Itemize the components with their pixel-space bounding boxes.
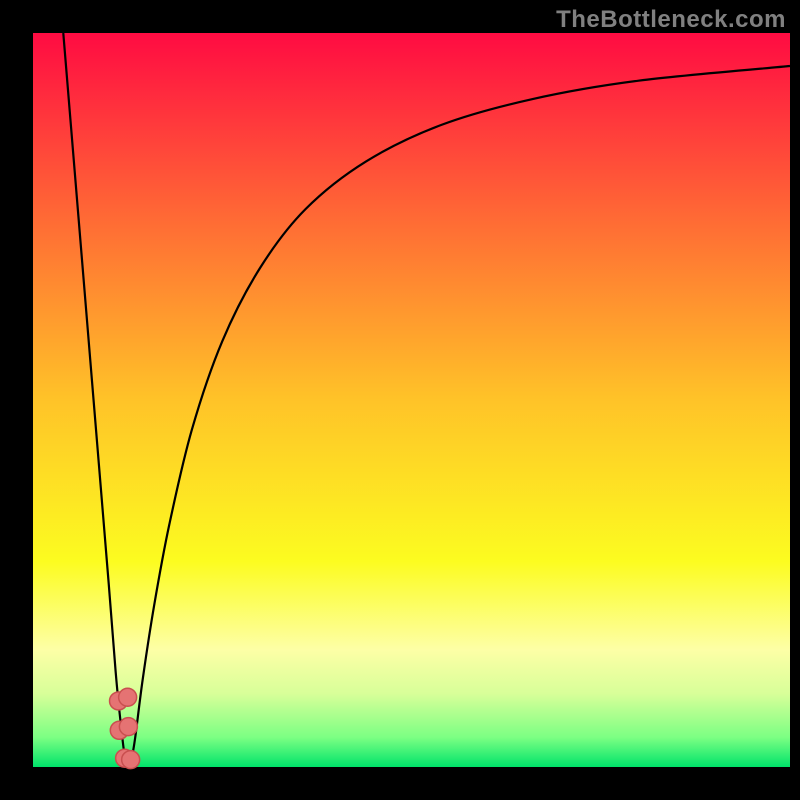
data-point-marker — [119, 688, 137, 706]
watermark-text: TheBottleneck.com — [556, 6, 786, 34]
data-point-marker — [119, 718, 137, 736]
data-point-marker — [122, 751, 140, 769]
bottleneck-chart — [0, 0, 800, 800]
chart-container: TheBottleneck.com — [0, 0, 800, 800]
